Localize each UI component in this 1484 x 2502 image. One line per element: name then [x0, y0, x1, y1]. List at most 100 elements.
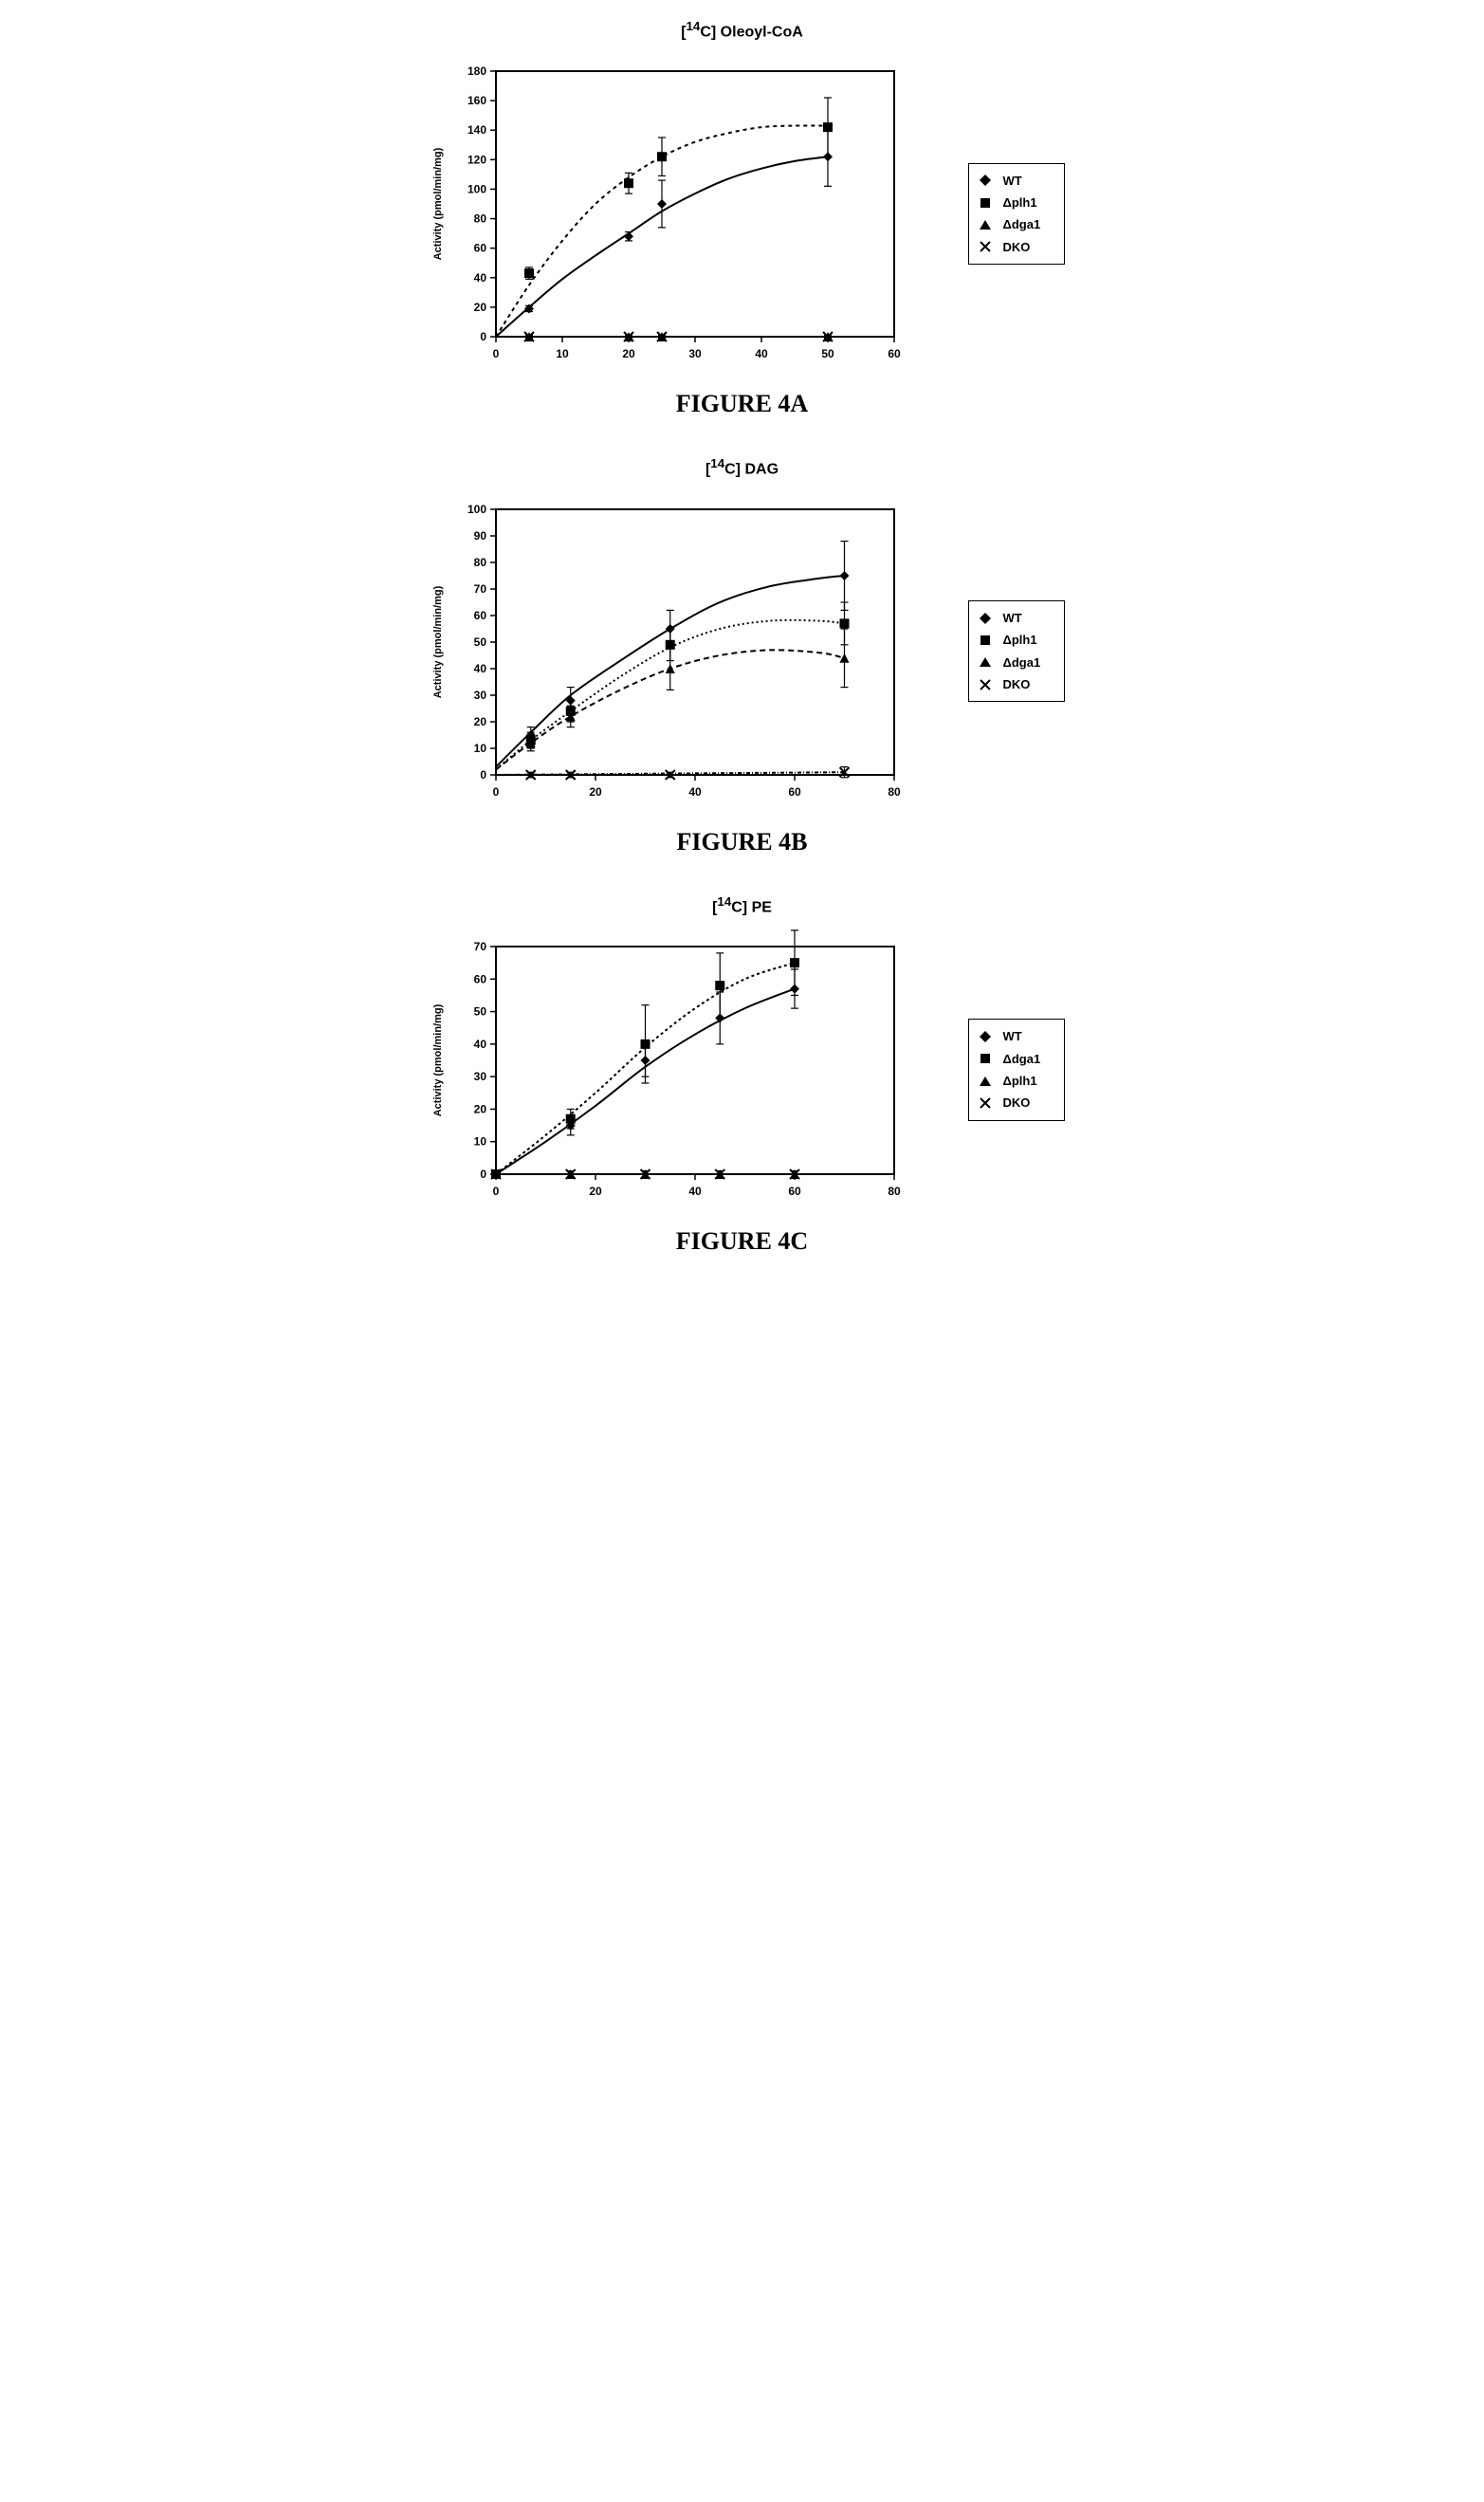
legend-marker-diamond-icon	[979, 1030, 992, 1043]
legend-label: Δdga1	[1003, 652, 1041, 673]
chart-row: 0102030405060020406080100120140160180Act…	[420, 52, 1065, 375]
title-suffix: C] DAG	[724, 462, 779, 478]
legend-marker-diamond-icon	[979, 174, 992, 187]
y-tick-label: 60	[473, 972, 486, 985]
fig4c: [14C] PE020406080010203040506070Activity…	[420, 894, 1065, 1256]
legend-label: Δplh1	[1003, 192, 1037, 213]
x-tick-label: 10	[556, 347, 569, 360]
plot-border	[496, 509, 894, 775]
fig4a: [14C] Oleoyl-CoA010203040506002040608010…	[420, 19, 1065, 418]
y-tick-label: 180	[467, 64, 486, 78]
y-tick-label: 120	[467, 154, 486, 167]
x-tick-label: 0	[492, 347, 499, 360]
legend-item: Δplh1	[979, 1070, 1054, 1092]
x-tick-label: 60	[788, 1185, 801, 1198]
y-tick-label: 0	[480, 330, 486, 343]
x-tick-label: 40	[688, 785, 702, 799]
y-tick-label: 10	[473, 742, 486, 755]
chart-svg: 020406080010203040506070Activity (pmol/m…	[420, 928, 951, 1212]
legend-label: WT	[1003, 170, 1022, 192]
y-tick-label: 60	[473, 609, 486, 622]
legend-marker-square-icon	[979, 1052, 992, 1065]
chart-title: [14C] DAG	[705, 456, 779, 478]
legend: WTΔplh1Δdga1DKO	[968, 600, 1065, 703]
figure-caption: FIGURE 4A	[676, 390, 808, 418]
y-tick-label: 50	[473, 635, 486, 649]
figures-root: [14C] Oleoyl-CoA010203040506002040608010…	[420, 19, 1065, 1294]
chart-row: 0204060800102030405060708090100Activity …	[420, 490, 1065, 813]
legend-item: Δdga1	[979, 652, 1054, 673]
legend-item: DKO	[979, 1092, 1054, 1113]
y-axis-label: Activity (pmol/min/mg)	[432, 585, 444, 698]
legend-label: DKO	[1003, 1092, 1031, 1113]
legend-item: DKO	[979, 236, 1054, 258]
x-tick-label: 60	[888, 347, 901, 360]
y-tick-label: 90	[473, 529, 486, 543]
legend-label: Δdga1	[1003, 213, 1041, 235]
y-tick-label: 100	[467, 183, 486, 196]
x-tick-label: 20	[622, 347, 635, 360]
x-tick-label: 0	[492, 1185, 499, 1198]
y-tick-label: 30	[473, 689, 486, 702]
legend-item: WT	[979, 170, 1054, 192]
title-sup: 14	[717, 894, 731, 909]
legend-item: Δdga1	[979, 213, 1054, 235]
y-tick-label: 160	[467, 94, 486, 107]
legend-marker-diamond-icon	[979, 612, 992, 625]
y-tick-label: 70	[473, 582, 486, 596]
y-tick-label: 10	[473, 1135, 486, 1149]
title-suffix: C] Oleoyl-CoA	[700, 24, 802, 40]
legend-label: DKO	[1003, 236, 1031, 258]
legend-label: Δdga1	[1003, 1048, 1041, 1070]
y-tick-label: 20	[473, 301, 486, 314]
y-tick-label: 20	[473, 1102, 486, 1115]
title-suffix: C] PE	[731, 899, 772, 915]
x-tick-label: 80	[888, 785, 901, 799]
y-tick-label: 70	[473, 940, 486, 953]
plot-border	[496, 71, 894, 337]
legend-item: Δplh1	[979, 192, 1054, 213]
plot-border	[496, 947, 894, 1174]
chart-title: [14C] PE	[712, 894, 772, 916]
legend-marker-triangle-icon	[979, 655, 992, 669]
y-axis-label: Activity (pmol/min/mg)	[432, 1003, 444, 1116]
chart-svg: 0102030405060020406080100120140160180Act…	[420, 52, 951, 375]
x-tick-label: 60	[788, 785, 801, 799]
figure-caption: FIGURE 4C	[676, 1227, 808, 1256]
x-tick-label: 30	[688, 347, 702, 360]
legend-item: WT	[979, 1025, 1054, 1047]
x-tick-label: 20	[589, 785, 602, 799]
y-tick-label: 100	[467, 503, 486, 516]
y-tick-label: 0	[480, 1168, 486, 1181]
legend-label: DKO	[1003, 673, 1031, 695]
legend-marker-triangle-icon	[979, 1075, 992, 1088]
x-tick-label: 0	[492, 785, 499, 799]
y-tick-label: 20	[473, 715, 486, 728]
fig4b: [14C] DAG0204060800102030405060708090100…	[420, 456, 1065, 855]
title-sup: 14	[687, 19, 701, 33]
legend-label: WT	[1003, 607, 1022, 629]
y-tick-label: 80	[473, 556, 486, 569]
y-tick-label: 40	[473, 1038, 486, 1051]
figure-caption: FIGURE 4B	[677, 828, 808, 856]
legend-item: DKO	[979, 673, 1054, 695]
y-tick-label: 140	[467, 124, 486, 138]
y-tick-label: 40	[473, 662, 486, 675]
x-tick-label: 80	[888, 1185, 901, 1198]
legend-label: Δplh1	[1003, 1070, 1037, 1092]
y-tick-label: 50	[473, 1005, 486, 1019]
legend-marker-square-icon	[979, 196, 992, 210]
title-sup: 14	[710, 456, 724, 470]
legend-label: Δplh1	[1003, 629, 1037, 651]
legend: WTΔdga1Δplh1DKO	[968, 1019, 1065, 1121]
y-tick-label: 80	[473, 212, 486, 226]
legend-marker-x-icon	[979, 1096, 992, 1110]
x-tick-label: 40	[755, 347, 768, 360]
legend-label: WT	[1003, 1025, 1022, 1047]
chart-row: 020406080010203040506070Activity (pmol/m…	[420, 928, 1065, 1212]
x-tick-label: 40	[688, 1185, 702, 1198]
chart-svg: 0204060800102030405060708090100Activity …	[420, 490, 951, 813]
legend-item: Δplh1	[979, 629, 1054, 651]
legend-marker-x-icon	[979, 240, 992, 253]
x-tick-label: 20	[589, 1185, 602, 1198]
